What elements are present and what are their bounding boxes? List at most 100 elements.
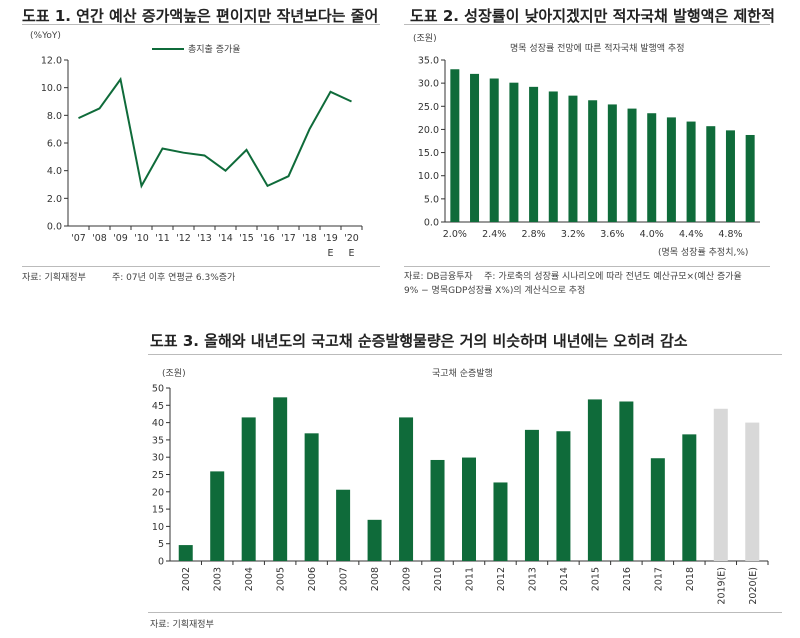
bar-2002	[178, 545, 193, 561]
x-tick-label: 2010	[433, 567, 444, 591]
bar-2020(E)	[745, 422, 760, 561]
chart1-legend: 총지출 증가율	[152, 42, 241, 55]
y-tick-label: 5.0	[424, 194, 439, 205]
x-tick-label: 2007	[339, 567, 350, 591]
x-tick-label: '16	[260, 233, 275, 244]
x-tick-label: '17	[281, 233, 296, 244]
bar-2017	[650, 458, 665, 561]
x-tick-label: '10	[134, 233, 149, 244]
chart3-subtitle: 국고채 순증발행	[432, 369, 493, 379]
x-tick-label: 2018	[685, 567, 696, 591]
x-tick-label: 2.4%	[482, 229, 506, 240]
x-tick-label: '09	[113, 233, 128, 244]
chart2-notes: 자료: DB금융투자 주: 가로축의 성장률 시나리오에 따라 전년도 예산규모…	[404, 270, 754, 298]
chart2-source: 자료: DB금융투자	[404, 272, 473, 282]
x-tick-label: '15	[239, 233, 254, 244]
x-tick-label: 2016	[622, 567, 633, 591]
y-tick-label: 10.0	[418, 171, 439, 182]
chart3-footer-rule	[148, 612, 782, 613]
x-tick-label: '14	[218, 233, 233, 244]
bar-2006	[304, 433, 319, 561]
x-tick-label: 4.0%	[640, 229, 664, 240]
y-tick-label: 6.0	[47, 139, 62, 150]
bar-4.0%	[647, 113, 657, 222]
y-tick-label: 45	[152, 401, 164, 412]
chart2-note: 주: 가로축의 성장률 시나리오에 따라 전년도 예산규모×(예산 증가율 9%…	[404, 272, 742, 296]
y-tick-label: 5	[158, 539, 164, 550]
y-tick-label: 35	[152, 435, 164, 446]
y-tick-label: 10	[152, 522, 164, 533]
x-tick-label: 2006	[307, 567, 318, 591]
y-tick-label: 0.0	[424, 218, 439, 229]
bar-2008	[367, 519, 382, 561]
x-tick-label: 2002	[181, 567, 192, 591]
y-tick-label: 0.0	[47, 222, 62, 233]
y-tick-label: 8.0	[47, 111, 62, 122]
x-tick-label: 4.4%	[679, 229, 703, 240]
chart1-note: 주: 07년 이후 연평균 6.3%증가	[112, 273, 236, 283]
x-tick-label: '08	[92, 233, 107, 244]
y-tick-label: 0	[158, 557, 164, 568]
chart3-title: 도표 3. 올해와 내년도의 국고채 순증발행물량은 거의 비슷하며 내년에는 …	[150, 332, 688, 350]
legend-label: 총지출 증가율	[188, 45, 241, 55]
bar-2015	[587, 399, 602, 561]
x-tick-label: 4.8%	[718, 229, 742, 240]
x-tick-label: 2003	[213, 567, 224, 591]
chart2-ylabel: (조원)	[413, 34, 437, 44]
bar-3.0%	[548, 91, 558, 222]
y-tick-label: 25.0	[418, 102, 439, 113]
chart3-rule	[148, 354, 782, 355]
y-tick-label: 20.0	[418, 125, 439, 136]
bar-2013	[524, 429, 539, 561]
chart1-title: 도표 1. 연간 예산 증가액높은 편이지만 작년보다는 줄어	[22, 7, 379, 25]
series-line	[78, 76, 352, 189]
y-tick-label: 2.0	[47, 194, 62, 205]
y-tick-label: 30.0	[418, 79, 439, 90]
bar-4.6%	[706, 126, 716, 222]
bar-3.6%	[607, 104, 617, 222]
legend-swatch	[152, 47, 184, 50]
y-tick-label: 40	[152, 418, 164, 429]
y-tick-label: 20	[152, 487, 164, 498]
y-tick-label: 10.0	[41, 83, 62, 94]
x-tick-label: 2009	[402, 567, 413, 591]
x-tick-label: 3.6%	[600, 229, 624, 240]
bar-3.8%	[627, 108, 637, 222]
chart1-ylabel: (%YoY)	[30, 31, 61, 41]
bar-2014	[556, 431, 571, 561]
bar-5.0%	[745, 134, 755, 222]
x-tick-label: '19	[323, 233, 338, 244]
bar-2009	[399, 417, 414, 561]
y-tick-label: 50	[152, 384, 164, 395]
chart2-subtitle: 명목 성장률 전망에 따른 적자국채 발행액 추정	[510, 44, 685, 54]
x-tick-label: 2011	[465, 567, 476, 591]
bar-2003	[210, 471, 225, 561]
y-tick-label: 30	[152, 453, 164, 464]
bar-2005	[273, 397, 288, 561]
chart2-rule	[404, 24, 770, 25]
y-tick-label: 15	[152, 505, 164, 516]
bar-2.0%	[450, 69, 460, 222]
x-tick-label: '18	[302, 233, 317, 244]
y-tick-label: 12.0	[41, 56, 62, 67]
x-tick-label: 2004	[244, 567, 255, 591]
x-tick-label: 2012	[496, 567, 507, 591]
bar-4.8%	[725, 130, 735, 222]
x-tick-label: '07	[71, 233, 86, 244]
x-tick-label: 2013	[527, 567, 538, 591]
bar-4.2%	[666, 117, 676, 222]
x-tick-label: '11	[155, 233, 170, 244]
chart2-title: 도표 2. 성장률이 낮아지겠지만 적자국채 발행액은 제한적	[410, 7, 775, 25]
chart1-source: 자료: 기획재정부	[22, 273, 86, 283]
bar-2.4%	[489, 78, 499, 222]
bar-4.4%	[686, 121, 696, 222]
x-tick-label: 2005	[276, 567, 287, 591]
x-tick-label: '13	[197, 233, 212, 244]
bar-2007	[336, 489, 351, 561]
bar-2016	[619, 401, 634, 561]
x-tick-label: 2017	[653, 567, 664, 591]
chart3-ylabel: (조원)	[162, 369, 186, 379]
